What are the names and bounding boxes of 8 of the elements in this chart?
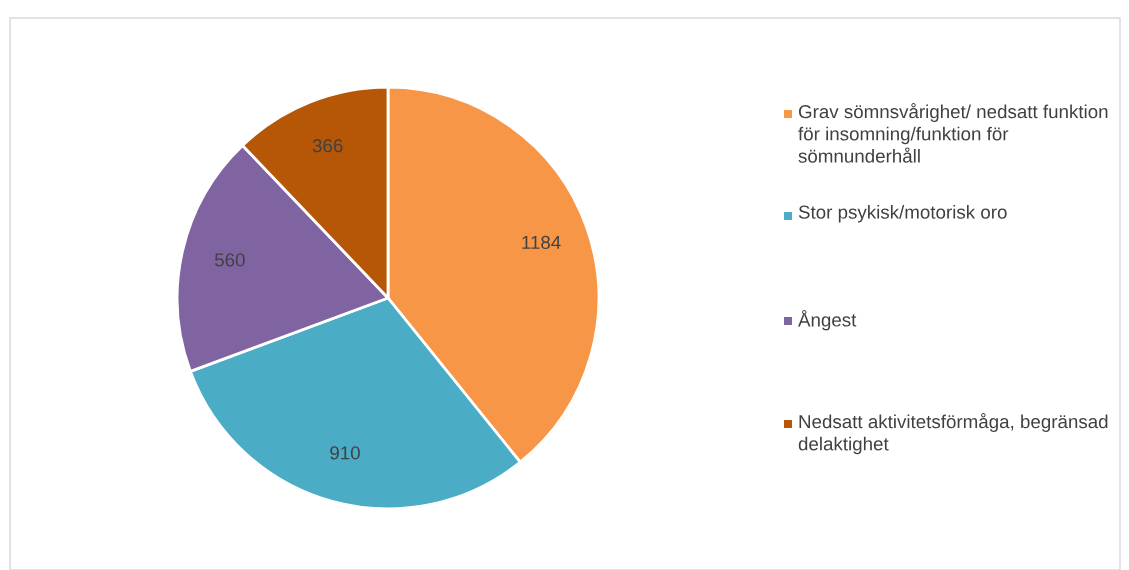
data-label: 366 bbox=[312, 139, 343, 153]
data-label: 1184 bbox=[522, 235, 561, 250]
legend-label: Grav sömnsvårighet/ nedsatt funktion för insomning/funktion för sömnunderhåll bbox=[798, 103, 1108, 163]
data-label: 910 bbox=[330, 446, 360, 460]
legend-label: Ångest bbox=[798, 310, 857, 331]
legend-label: Stor psykisk/motorisk oro bbox=[798, 205, 1007, 223]
legend-label: Nedsatt aktivitetsförmåga, begränsad delaktighet bbox=[798, 413, 1108, 455]
data-label: 560 bbox=[214, 253, 245, 267]
